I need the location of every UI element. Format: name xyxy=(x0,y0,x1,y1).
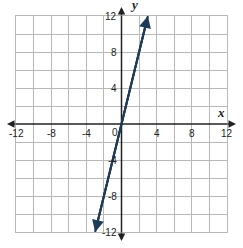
svg-text:0: 0 xyxy=(112,127,118,138)
svg-text:-8: -8 xyxy=(47,128,56,139)
svg-text:-4: -4 xyxy=(108,155,117,166)
svg-text:12: 12 xyxy=(105,11,117,22)
svg-text:y: y xyxy=(130,0,138,12)
svg-text:x: x xyxy=(217,105,225,120)
svg-text:4: 4 xyxy=(154,128,160,139)
svg-text:8: 8 xyxy=(189,128,195,139)
svg-text:-8: -8 xyxy=(108,191,117,202)
svg-text:-12: -12 xyxy=(102,227,117,238)
svg-text:12: 12 xyxy=(221,128,233,139)
svg-text:4: 4 xyxy=(111,83,117,94)
svg-text:-12: -12 xyxy=(9,128,24,139)
svg-text:8: 8 xyxy=(111,47,117,58)
svg-text:-4: -4 xyxy=(82,128,91,139)
